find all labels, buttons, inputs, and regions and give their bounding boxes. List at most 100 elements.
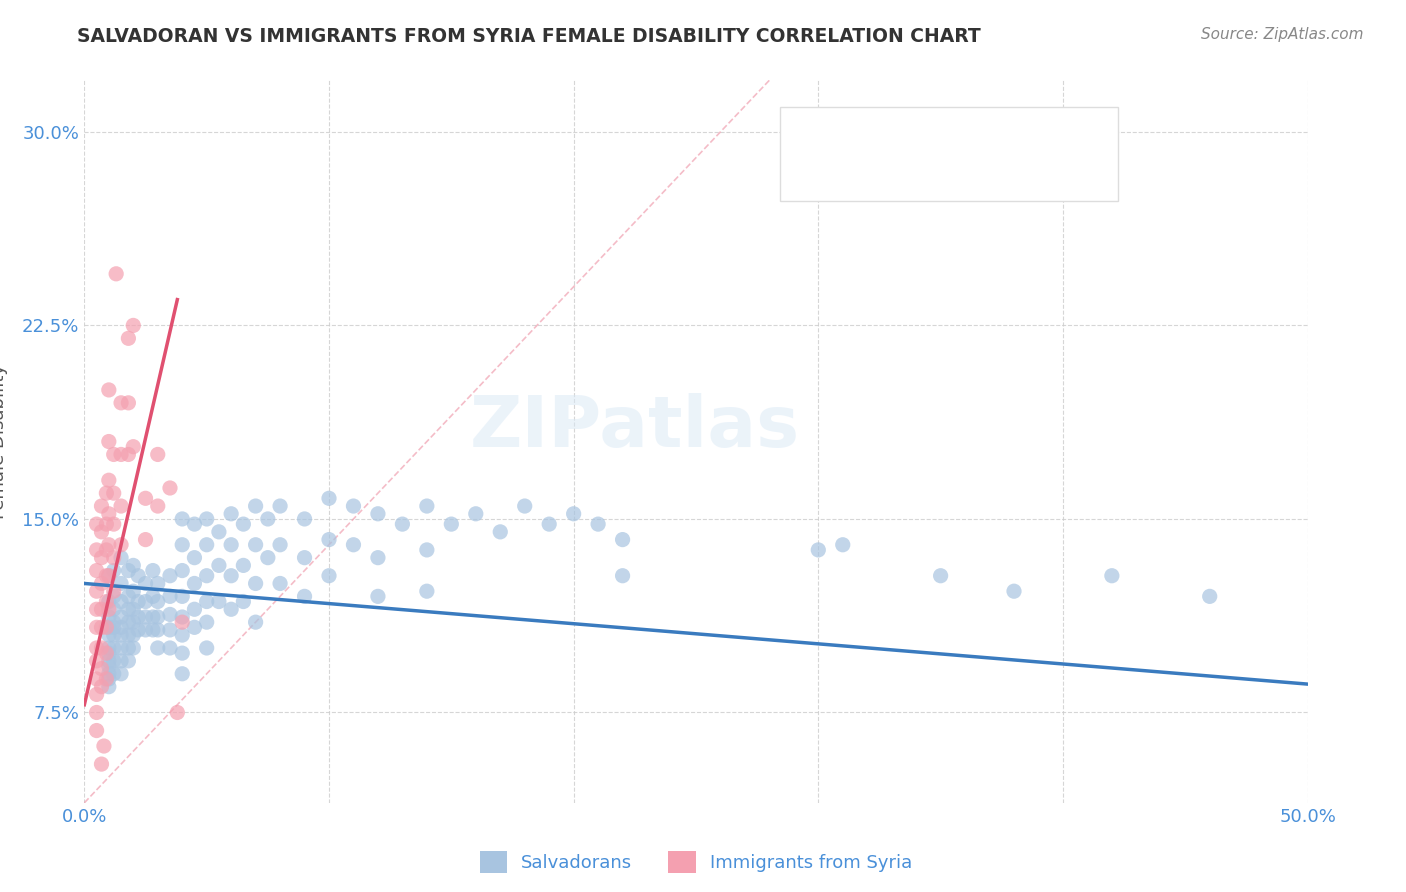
Point <box>103 584 125 599</box>
Point <box>172 610 194 624</box>
Point <box>172 646 194 660</box>
Point <box>110 654 132 668</box>
Y-axis label: Female Disability: Female Disability <box>0 364 8 519</box>
Point <box>122 615 145 630</box>
Point <box>117 396 139 410</box>
Point <box>110 628 132 642</box>
Point <box>195 594 218 608</box>
Point <box>97 640 120 655</box>
Point <box>117 628 139 642</box>
Point <box>90 550 112 565</box>
Legend: Salvadorans, Immigrants from Syria: Salvadorans, Immigrants from Syria <box>472 844 920 880</box>
Point <box>135 491 157 506</box>
Point <box>146 447 169 461</box>
Point <box>172 590 194 604</box>
Point <box>96 517 118 532</box>
Point <box>208 558 231 573</box>
Point <box>103 620 125 634</box>
Point <box>929 568 952 582</box>
Point <box>97 666 120 681</box>
Point <box>195 615 218 630</box>
Point <box>105 267 128 281</box>
Point <box>96 672 118 686</box>
Point <box>110 666 132 681</box>
Point <box>612 533 634 547</box>
Point <box>86 517 108 532</box>
Point <box>117 602 139 616</box>
Text: SALVADORAN VS IMMIGRANTS FROM SYRIA FEMALE DISABILITY CORRELATION CHART: SALVADORAN VS IMMIGRANTS FROM SYRIA FEMA… <box>77 27 981 45</box>
Point <box>513 499 536 513</box>
Point <box>159 607 181 622</box>
Point <box>294 550 316 565</box>
Point <box>97 620 120 634</box>
Point <box>110 594 132 608</box>
Point <box>90 620 112 634</box>
Point <box>135 594 157 608</box>
Point <box>97 659 120 673</box>
Point <box>122 584 145 599</box>
Point <box>219 507 242 521</box>
Point <box>1101 568 1123 582</box>
Point <box>146 499 169 513</box>
Point <box>110 610 132 624</box>
Point <box>562 507 585 521</box>
Point <box>342 538 364 552</box>
Point <box>127 623 149 637</box>
Point <box>318 533 340 547</box>
Point <box>103 517 125 532</box>
Point <box>612 568 634 582</box>
Point <box>257 512 280 526</box>
Point <box>367 507 389 521</box>
Point <box>90 757 112 772</box>
Point <box>142 590 165 604</box>
Point <box>103 666 125 681</box>
Point <box>146 640 169 655</box>
Point <box>86 640 108 655</box>
Point <box>97 383 120 397</box>
Point <box>86 723 108 738</box>
Point <box>195 538 218 552</box>
Point <box>1002 584 1025 599</box>
Point <box>807 542 830 557</box>
Text: R =  0.547   N = 60: R = 0.547 N = 60 <box>797 165 1004 183</box>
Point <box>96 486 118 500</box>
Point <box>103 602 125 616</box>
Point <box>219 602 242 616</box>
Point <box>172 615 194 630</box>
Point <box>122 628 145 642</box>
Point <box>97 672 120 686</box>
Point <box>117 331 139 345</box>
Point <box>86 564 108 578</box>
Point <box>122 602 145 616</box>
Point <box>183 517 205 532</box>
Point <box>166 706 188 720</box>
Point <box>127 610 149 624</box>
Text: R = -0.448   N = 127: R = -0.448 N = 127 <box>797 123 1015 141</box>
Point <box>245 538 267 552</box>
Point <box>1198 590 1220 604</box>
Point <box>110 640 132 655</box>
Text: Source: ZipAtlas.com: Source: ZipAtlas.com <box>1201 27 1364 42</box>
Point <box>367 590 389 604</box>
Point <box>117 447 139 461</box>
Point <box>245 615 267 630</box>
Point <box>97 680 120 694</box>
Point <box>318 491 340 506</box>
Point <box>135 610 157 624</box>
Point <box>110 620 132 634</box>
Point <box>269 499 291 513</box>
Point <box>294 512 316 526</box>
Point <box>208 594 231 608</box>
Point <box>172 538 194 552</box>
Point <box>538 517 561 532</box>
Point <box>97 610 120 624</box>
Point <box>183 576 205 591</box>
Point <box>90 499 112 513</box>
Point <box>135 533 157 547</box>
Point <box>232 594 254 608</box>
Point <box>172 666 194 681</box>
Point <box>245 499 267 513</box>
Point <box>96 646 118 660</box>
Point <box>86 542 108 557</box>
Point <box>416 584 439 599</box>
